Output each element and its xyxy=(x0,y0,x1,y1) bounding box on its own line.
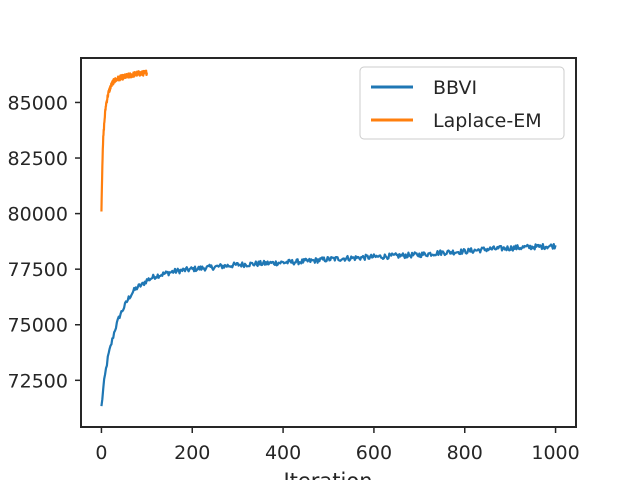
x-axis-ticks: 0 200 400 600 800 1000 xyxy=(95,427,580,464)
x-tick-label: 600 xyxy=(356,442,392,464)
x-tick-label: 800 xyxy=(447,442,483,464)
legend-label-laplace-em: Laplace-EM xyxy=(433,110,542,132)
x-tick-label: 200 xyxy=(174,442,210,464)
plot-lines xyxy=(100,69,557,407)
y-tick-label: 82500 xyxy=(8,148,68,170)
y-tick-label: 75000 xyxy=(8,315,68,337)
x-tick-label: 0 xyxy=(95,442,107,464)
y-axis-ticks: 72500 75000 77500 80000 82500 85000 xyxy=(8,92,81,392)
plot-frame xyxy=(80,57,577,428)
y-tick-label: 72500 xyxy=(8,370,68,392)
legend: BBVI Laplace-EM xyxy=(359,66,565,140)
x-axis-label: Iteration xyxy=(283,469,372,480)
x-tick-label: 400 xyxy=(265,442,301,464)
series-line-laplace-em xyxy=(100,69,148,212)
y-tick-label: 85000 xyxy=(8,92,68,114)
x-tick-label: 1000 xyxy=(531,442,579,464)
y-tick-label: 77500 xyxy=(8,259,68,281)
series-line-bbvi xyxy=(100,243,557,407)
legend-label-bbvi: BBVI xyxy=(433,77,477,99)
y-tick-label: 80000 xyxy=(8,204,68,226)
